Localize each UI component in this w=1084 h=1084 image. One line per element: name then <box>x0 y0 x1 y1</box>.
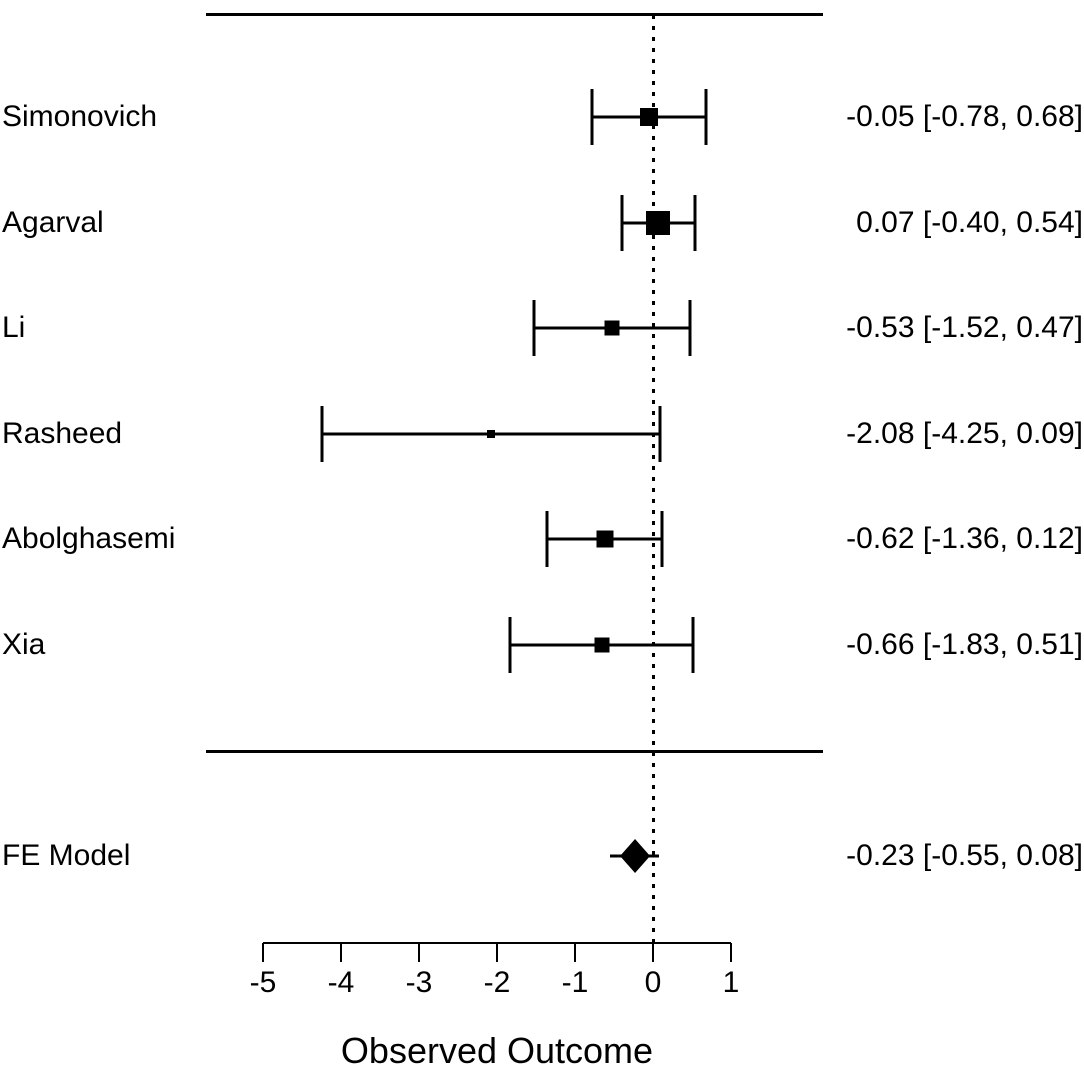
estimate-annotation: -0.05 [-0.78, 0.68] <box>846 100 1083 133</box>
estimate-annotation: -0.62 [-1.36, 0.12] <box>846 522 1083 555</box>
study-label: Xia <box>2 628 46 661</box>
estimate-annotation: -2.08 [-4.25, 0.09] <box>846 417 1083 450</box>
zero-reference-line <box>652 15 655 943</box>
ci-cap-lower <box>590 89 594 145</box>
axis-tick-label: -1 <box>561 966 589 999</box>
ci-cap-upper <box>691 617 695 673</box>
axis-tick <box>574 943 576 962</box>
ci-cap-lower <box>545 511 549 567</box>
ci-cap-lower <box>532 300 536 356</box>
point-estimate-marker <box>646 211 671 235</box>
study-label: Li <box>2 311 26 344</box>
ci-cap-lower <box>620 195 624 251</box>
ci-cap-upper <box>688 300 692 356</box>
ci-cap-upper <box>658 406 662 462</box>
axis-tick-label: 1 <box>722 966 740 999</box>
point-estimate-marker <box>594 637 610 653</box>
summary-annotation: -0.23 [-0.55, 0.08] <box>846 839 1083 872</box>
axis-tick-label: -4 <box>327 966 355 999</box>
study-label: Abolghasemi <box>2 522 176 555</box>
point-estimate-marker <box>596 530 614 548</box>
point-estimate-marker <box>486 430 495 438</box>
study-label: Agarval <box>2 206 104 239</box>
axis-tick <box>496 943 498 962</box>
estimate-annotation: -0.66 [-1.83, 0.51] <box>846 628 1083 661</box>
ci-cap-upper <box>693 195 697 251</box>
axis-tick <box>652 943 654 962</box>
axis-tick-label: -2 <box>483 966 511 999</box>
axis-tick-label: -5 <box>249 966 277 999</box>
ci-cap-upper <box>704 89 708 145</box>
summary-diamond-marker <box>620 839 651 873</box>
ci-cap-lower <box>320 406 323 462</box>
point-estimate-marker <box>640 108 659 126</box>
axis-tick <box>340 943 342 962</box>
axis-tick <box>262 943 264 962</box>
ci-cap-lower <box>508 617 512 673</box>
point-estimate-marker <box>604 320 620 336</box>
axis-tick-label: 0 <box>644 966 662 999</box>
ci-cap-upper <box>660 511 664 567</box>
estimate-annotation: -0.53 [-1.52, 0.47] <box>846 311 1083 344</box>
summary-separator-rule <box>206 750 823 753</box>
axis-tick <box>418 943 420 962</box>
axis-tick <box>730 943 732 962</box>
axis-tick-label: -3 <box>405 966 433 999</box>
estimate-annotation: 0.07 [-0.40, 0.54] <box>856 206 1083 239</box>
top-rule <box>206 13 823 16</box>
study-label: Rasheed <box>2 417 123 450</box>
summary-label: FE Model <box>2 839 131 872</box>
axis-title: Observed Outcome <box>340 1030 654 1071</box>
study-label: Simonovich <box>2 100 158 133</box>
